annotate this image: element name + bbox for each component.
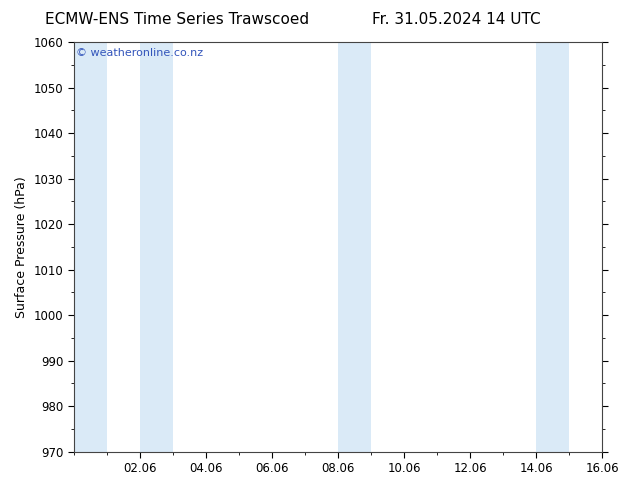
Bar (74, 42, 107, 452)
Text: © weatheronline.co.nz: © weatheronline.co.nz (76, 48, 204, 58)
Text: Fr. 31.05.2024 14 UTC: Fr. 31.05.2024 14 UTC (372, 12, 541, 27)
Bar (536, 42, 569, 452)
Text: ECMW-ENS Time Series Trawscoed: ECMW-ENS Time Series Trawscoed (46, 12, 309, 27)
Bar (338, 42, 371, 452)
Bar (139, 42, 173, 452)
Y-axis label: Surface Pressure (hPa): Surface Pressure (hPa) (15, 176, 28, 318)
